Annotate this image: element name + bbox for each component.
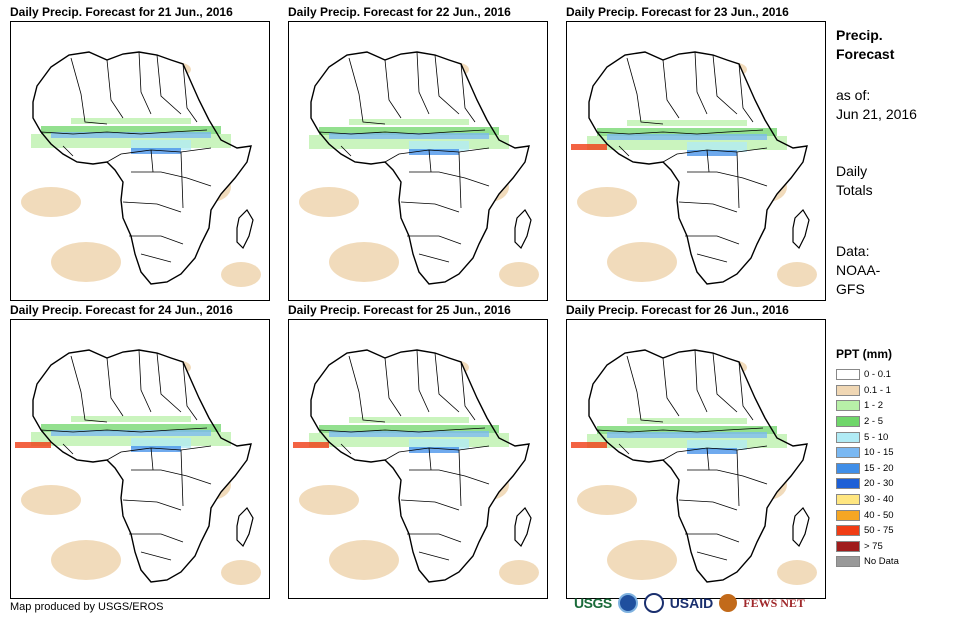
forecast-panel-24-jun: Daily Precip. Forecast for 24 Jun., 2016: [10, 303, 270, 599]
precip-map: [566, 21, 826, 301]
data-line1: Data:: [836, 243, 870, 259]
legend-swatch: [836, 478, 860, 490]
legend-swatch: [836, 447, 860, 459]
precip-map: [288, 319, 548, 599]
legend-label: 15 - 20: [864, 462, 894, 474]
legend-label: > 75: [864, 540, 883, 552]
forecast-panel-26-jun: Daily Precip. Forecast for 26 Jun., 2016: [566, 303, 826, 599]
panel-title: Daily Precip. Forecast for 21 Jun., 2016: [10, 5, 233, 19]
legend-item: 40 - 50: [836, 507, 899, 523]
legend-swatch: [836, 494, 860, 506]
legend-item: 0.1 - 1: [836, 383, 899, 399]
noaa-logo-icon: [617, 593, 638, 613]
legend-label: 40 - 50: [864, 509, 894, 521]
panel-title: Daily Precip. Forecast for 23 Jun., 2016: [566, 5, 789, 19]
data-source-block: Data: NOAA- GFS: [836, 242, 880, 299]
legend-label: 0 - 0.1: [864, 369, 891, 381]
legend-swatch: [836, 431, 860, 443]
legend-label: 50 - 75: [864, 525, 894, 537]
legend-swatch: [836, 525, 860, 537]
as-of-date: Jun 21, 2016: [836, 106, 917, 122]
fews-globe-icon: [719, 594, 738, 612]
panel-title: Daily Precip. Forecast for 26 Jun., 2016: [566, 303, 789, 317]
legend-swatch: [836, 556, 860, 568]
totals-block: Daily Totals: [836, 162, 873, 200]
precip-map: [10, 319, 270, 599]
panel-title: Daily Precip. Forecast for 24 Jun., 2016: [10, 303, 233, 317]
totals-line1: Daily: [836, 163, 868, 179]
legend-swatch: [836, 509, 860, 521]
legend-label: 30 - 40: [864, 494, 894, 506]
legend-item: 20 - 30: [836, 476, 899, 492]
legend-item: 30 - 40: [836, 492, 899, 508]
forecast-panel-21-jun: Daily Precip. Forecast for 21 Jun., 2016: [10, 5, 270, 301]
africa-map-svg: [299, 51, 539, 287]
legend-swatch: [836, 400, 860, 412]
as-of-block: as of: Jun 21, 2016: [836, 86, 917, 124]
legend-label: 0.1 - 1: [864, 384, 891, 396]
legend-item: 1 - 2: [836, 398, 899, 414]
legend-item: 50 - 75: [836, 523, 899, 539]
legend-swatch: [836, 369, 860, 381]
usgs-logo: USGS: [574, 595, 612, 611]
legend-item: 15 - 20: [836, 461, 899, 477]
legend-label: 5 - 10: [864, 431, 889, 443]
legend-item: 2 - 5: [836, 414, 899, 430]
legend-item: 5 - 10: [836, 429, 899, 445]
legend-item: > 75: [836, 539, 899, 555]
data-line2: NOAA-: [836, 262, 881, 278]
usaid-logo: USAID: [669, 595, 714, 611]
africa-map-svg: [21, 51, 261, 287]
legend-label: 2 - 5: [864, 416, 884, 428]
forecast-panel-23-jun: Daily Precip. Forecast for 23 Jun., 2016: [566, 5, 826, 301]
side-title: Precip. Forecast: [836, 26, 894, 64]
as-of-label: as of:: [836, 87, 871, 103]
totals-line2: Totals: [836, 182, 873, 198]
legend-title: PPT (mm): [836, 347, 893, 361]
legend-label: 10 - 15: [864, 447, 894, 459]
legend-item: 10 - 15: [836, 445, 899, 461]
precip-map: [288, 21, 548, 301]
forecast-panel-22-jun: Daily Precip. Forecast for 22 Jun., 2016: [288, 5, 548, 301]
africa-map-svg: [571, 349, 817, 585]
forecast-panel-25-jun: Daily Precip. Forecast for 25 Jun., 2016: [288, 303, 548, 599]
ppt-legend: PPT (mm) 0 - 0.1 0.1 - 1 1 - 2 2 - 5 5 - 10 1…: [836, 347, 899, 570]
legend-item: 0 - 0.1: [836, 367, 899, 383]
precip-map: [566, 319, 826, 599]
legend-swatch: [836, 416, 860, 428]
legend-swatch: [836, 540, 860, 552]
legend-swatch: [836, 462, 860, 474]
africa-map-svg: [571, 51, 817, 287]
legend-label: 1 - 2: [864, 400, 884, 412]
legend-label: No Data: [864, 556, 899, 568]
map-credit: Map produced by USGS/EROS: [10, 601, 164, 613]
panel-title: Daily Precip. Forecast for 22 Jun., 2016: [288, 5, 511, 19]
africa-map-svg: [293, 349, 539, 585]
data-line3: GFS: [836, 281, 865, 297]
fews-net-logo: FEWS NET: [743, 595, 805, 610]
legend-item: No Data: [836, 554, 899, 570]
legend-label: 20 - 30: [864, 478, 894, 490]
precip-map: [10, 21, 270, 301]
usaid-seal-icon: [643, 593, 664, 613]
logo-strip: USGS USAID FEWS NET: [574, 593, 805, 613]
panel-title: Daily Precip. Forecast for 25 Jun., 2016: [288, 303, 511, 317]
africa-map-svg: [15, 349, 261, 585]
side-title-line2: Forecast: [836, 46, 895, 62]
legend-swatch: [836, 384, 860, 396]
side-title-line1: Precip.: [836, 27, 883, 43]
